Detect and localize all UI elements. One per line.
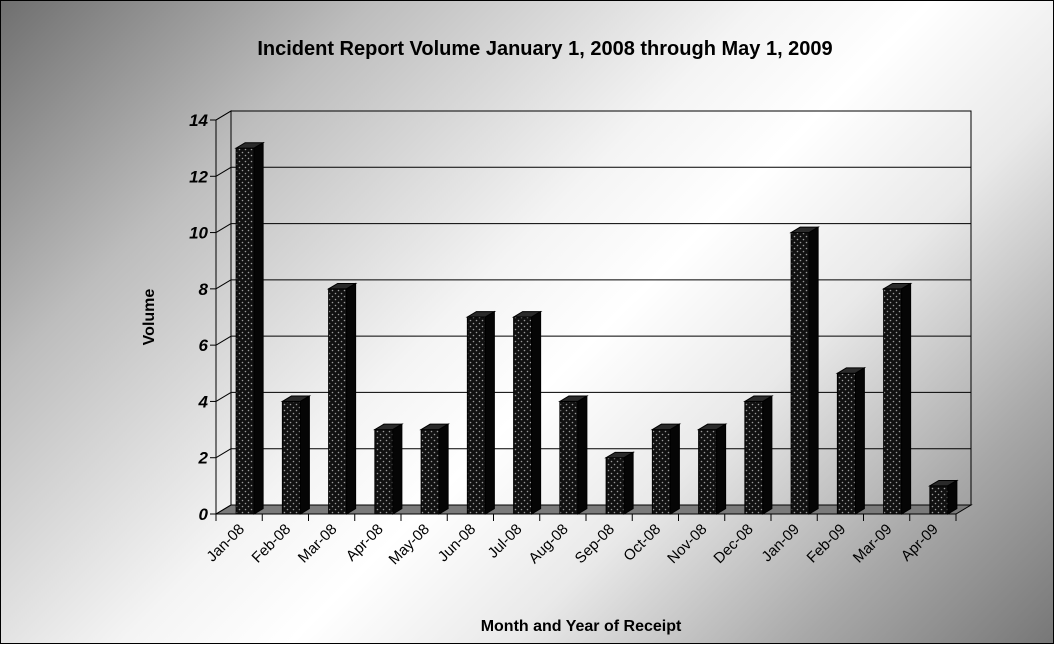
y-tick-label: 6 bbox=[199, 336, 209, 355]
bar-front bbox=[466, 316, 486, 515]
x-axis-label: Month and Year of Receipt bbox=[481, 618, 682, 635]
x-tick-label: Mar-09 bbox=[850, 521, 896, 567]
bar-front bbox=[651, 429, 671, 515]
y-tick-label: 8 bbox=[199, 280, 209, 299]
bar-front bbox=[744, 400, 764, 515]
x-tick-label: Jan-08 bbox=[203, 521, 247, 565]
x-tick-label: Aug-08 bbox=[525, 521, 571, 567]
gridline-depth bbox=[215, 279, 232, 290]
y-tick-label: 2 bbox=[198, 449, 209, 468]
bar-side bbox=[716, 423, 727, 515]
bar-front bbox=[281, 400, 301, 515]
x-tick-label: Apr-09 bbox=[898, 521, 942, 565]
gridline-depth bbox=[215, 110, 232, 121]
bar-side bbox=[762, 395, 773, 515]
bar bbox=[373, 423, 404, 515]
x-tick-label: Oct-08 bbox=[620, 521, 664, 565]
bar-side bbox=[623, 451, 634, 515]
bar-side bbox=[947, 479, 958, 515]
bar-side bbox=[253, 141, 264, 515]
bar-front bbox=[605, 457, 625, 515]
bar bbox=[696, 423, 728, 515]
chart-title: Incident Report Volume January 1, 2008 t… bbox=[257, 38, 832, 60]
bar-side bbox=[484, 310, 495, 515]
bar-side bbox=[299, 395, 310, 515]
x-tick-label: Jan-09 bbox=[758, 521, 802, 565]
bar-side bbox=[346, 282, 357, 515]
bar bbox=[835, 367, 867, 515]
bar bbox=[558, 395, 589, 515]
bar-front bbox=[420, 429, 440, 515]
bar-side bbox=[901, 282, 912, 515]
x-tick-label: Dec-08 bbox=[710, 521, 756, 567]
gridline-depth bbox=[215, 448, 232, 459]
bar bbox=[650, 423, 682, 515]
bar-front bbox=[883, 288, 903, 515]
y-tick-label: 14 bbox=[189, 111, 208, 130]
gridline-depth bbox=[215, 166, 232, 177]
bar bbox=[789, 226, 820, 515]
x-tick-label: Apr-08 bbox=[343, 521, 387, 565]
bar bbox=[881, 282, 913, 515]
bar bbox=[743, 395, 774, 515]
bar-side bbox=[438, 423, 449, 515]
bar-side bbox=[854, 367, 865, 515]
gridline-depth bbox=[215, 391, 232, 402]
x-tick-label: Sep-08 bbox=[572, 521, 618, 567]
bar bbox=[465, 310, 497, 515]
bar-front bbox=[698, 429, 718, 515]
bar-front bbox=[328, 288, 348, 515]
bar-front bbox=[790, 232, 810, 515]
y-tick-label: 12 bbox=[189, 167, 208, 186]
x-tick-label: Feb-08 bbox=[249, 521, 295, 567]
bar-front bbox=[235, 147, 255, 515]
plot-area bbox=[214, 110, 973, 515]
gridline-depth bbox=[215, 223, 232, 234]
bar bbox=[928, 479, 959, 515]
bar bbox=[280, 395, 312, 515]
bar bbox=[511, 310, 543, 515]
bar bbox=[604, 451, 635, 515]
bar-front bbox=[929, 485, 949, 515]
bar-side bbox=[808, 226, 819, 515]
bar-front bbox=[374, 429, 394, 515]
bar bbox=[234, 141, 265, 515]
bar-side bbox=[669, 423, 680, 515]
x-tick-label: Nov-08 bbox=[664, 521, 710, 567]
y-axis-label: Volume bbox=[141, 289, 158, 346]
x-tick-label: Mar-08 bbox=[295, 521, 341, 567]
gridline-depth bbox=[215, 335, 232, 346]
x-tick-label: Jul-08 bbox=[485, 521, 526, 562]
bar-front bbox=[836, 372, 856, 515]
bar-front bbox=[559, 400, 579, 515]
x-tick-label: Feb-09 bbox=[804, 521, 850, 567]
y-tick-label: 4 bbox=[198, 392, 209, 411]
bar-front bbox=[513, 316, 533, 515]
bar bbox=[419, 423, 450, 515]
y-axis-ticks: 0 2 4 6 8 10 12 14 bbox=[189, 111, 216, 524]
bar-side bbox=[531, 310, 542, 515]
y-tick-label: 0 bbox=[199, 505, 209, 524]
bar-side bbox=[577, 395, 588, 515]
y-tick-label: 10 bbox=[189, 224, 208, 243]
x-tick-label: May-08 bbox=[386, 521, 433, 568]
bar bbox=[326, 282, 358, 515]
bar-side bbox=[392, 423, 403, 515]
bars bbox=[234, 141, 959, 515]
x-tick-label: Jun-08 bbox=[435, 521, 479, 565]
